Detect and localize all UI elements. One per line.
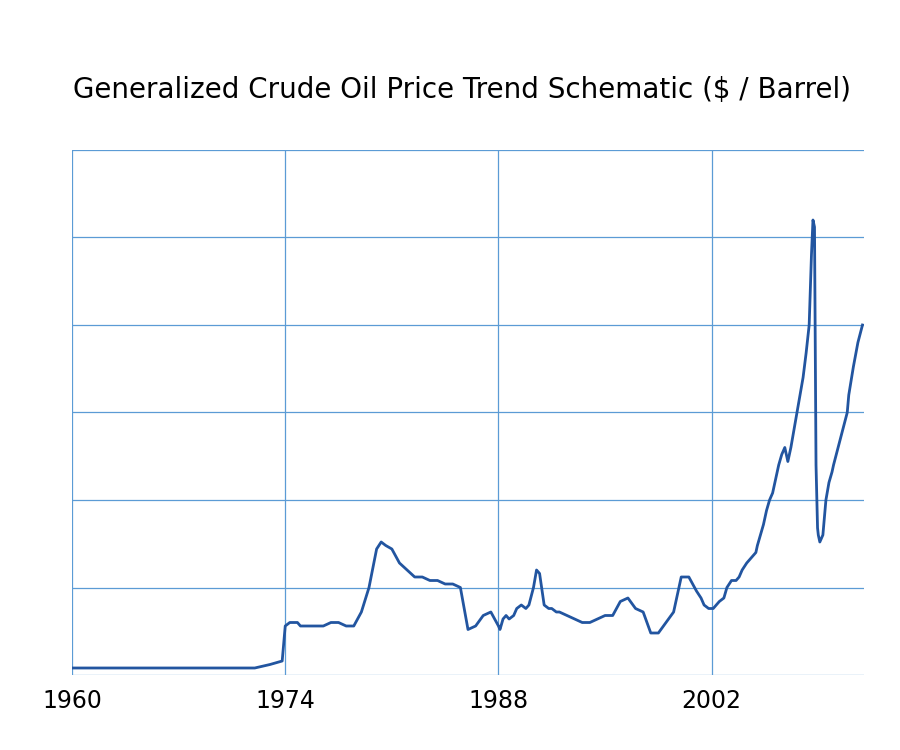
Text: Generalized Crude Oil Price Trend Schematic ($ / Barrel): Generalized Crude Oil Price Trend Schema… (73, 76, 851, 104)
